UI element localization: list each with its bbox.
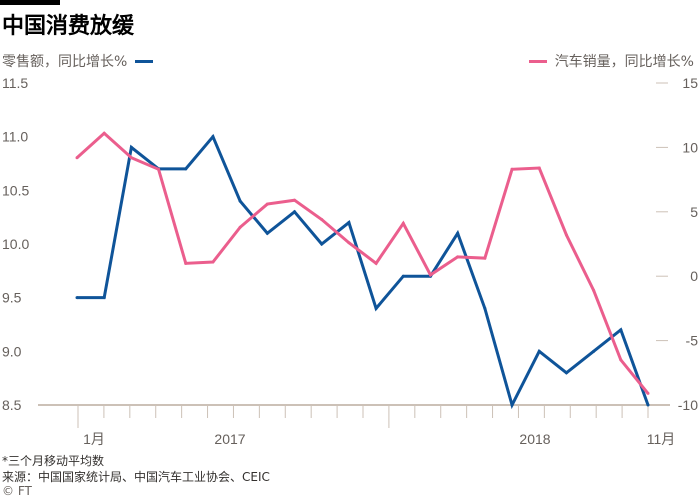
retail-sales-point: [564, 371, 568, 375]
right-y-tick-label: 10: [682, 139, 698, 155]
legend-cars: 汽车销量，同比增长%: [521, 51, 694, 71]
car-sales-point: [510, 167, 514, 171]
right-y-tick-label: 0: [690, 268, 698, 284]
car-sales-point: [564, 233, 568, 237]
retail-sales-point: [401, 274, 405, 278]
retail-sales-point: [510, 403, 514, 407]
retail-sales-point: [102, 296, 106, 300]
car-sales-line: [75, 131, 650, 395]
right-y-tick-label: -5: [686, 333, 699, 349]
car-sales-point: [211, 260, 215, 264]
retail-sales-point: [129, 145, 133, 149]
legend-retail: 零售额，同比增长%: [2, 51, 161, 71]
car-sales-point: [401, 221, 405, 225]
left-y-tick-label: 11.5: [2, 75, 28, 91]
left-y-tick-label: 11.0: [2, 129, 28, 145]
car-sales-point: [157, 167, 161, 171]
left-y-tick-label: 8.5: [2, 397, 22, 413]
right-y-tick-label: -10: [678, 397, 698, 413]
retail-sales-point: [75, 296, 79, 300]
retail-sales-point: [320, 242, 324, 246]
retail-sales-point: [592, 349, 596, 353]
chart-title: 中国消费放缓: [2, 14, 135, 39]
retail-sales-point: [646, 403, 650, 407]
car-sales-point: [102, 131, 106, 135]
source-note: 来源：中国国家统计局、中国汽车工业协会、CEIC: [2, 470, 270, 484]
x-tick-label: 11月: [647, 431, 676, 447]
x-tick-label: 2017: [214, 431, 245, 447]
car-sales-point: [537, 166, 541, 170]
car-sales-point: [184, 261, 188, 265]
car-sales-point: [646, 391, 650, 395]
legend-cars-swatch: [528, 59, 547, 63]
x-tick-label: 1月: [83, 431, 105, 447]
left-y-tick-label: 10.0: [2, 236, 29, 252]
legend-cars-label: 汽车销量，同比增长%: [554, 54, 694, 70]
car-sales-point: [238, 225, 242, 229]
copyright: © FT: [2, 484, 32, 498]
car-sales-point: [293, 198, 297, 202]
car-sales-point: [374, 261, 378, 265]
retail-sales-point: [456, 231, 460, 235]
car-sales-point: [456, 255, 460, 259]
retail-sales-point: [211, 135, 215, 139]
retail-sales-line: [77, 133, 650, 410]
footnote: *三个月移动平均数: [2, 454, 105, 468]
car-sales-point: [347, 241, 351, 245]
car-sales-point: [75, 156, 79, 160]
legend-retail-swatch: [135, 59, 154, 63]
retail-sales-point: [265, 231, 269, 235]
retail-sales-point: [184, 167, 188, 171]
car-sales-point: [592, 288, 596, 292]
car-sales-point: [265, 202, 269, 206]
car-sales-point: [619, 358, 623, 362]
left-y-tick-label: 9.5: [2, 290, 22, 306]
car-sales-point: [428, 273, 432, 277]
car-sales-point: [129, 156, 133, 160]
retail-sales-point: [238, 199, 242, 203]
left-y-tick-label: 9.0: [2, 343, 22, 359]
x-tick-label: 2018: [519, 431, 550, 447]
retail-sales-point: [347, 221, 351, 225]
right-y-tick-label: 5: [690, 204, 698, 220]
retail-sales-point: [293, 210, 297, 214]
legend-retail-label: 零售额，同比增长%: [2, 54, 128, 70]
ft-top-bar: [0, 0, 60, 5]
retail-sales-point: [537, 349, 541, 353]
retail-sales-point: [619, 328, 623, 332]
car-sales-point: [320, 218, 324, 222]
retail-sales-point: [374, 306, 378, 310]
left-y-tick-label: 10.5: [2, 182, 29, 198]
retail-sales-point: [483, 306, 487, 310]
car-sales-point: [483, 256, 487, 260]
right-y-tick-label: 15: [682, 75, 698, 91]
